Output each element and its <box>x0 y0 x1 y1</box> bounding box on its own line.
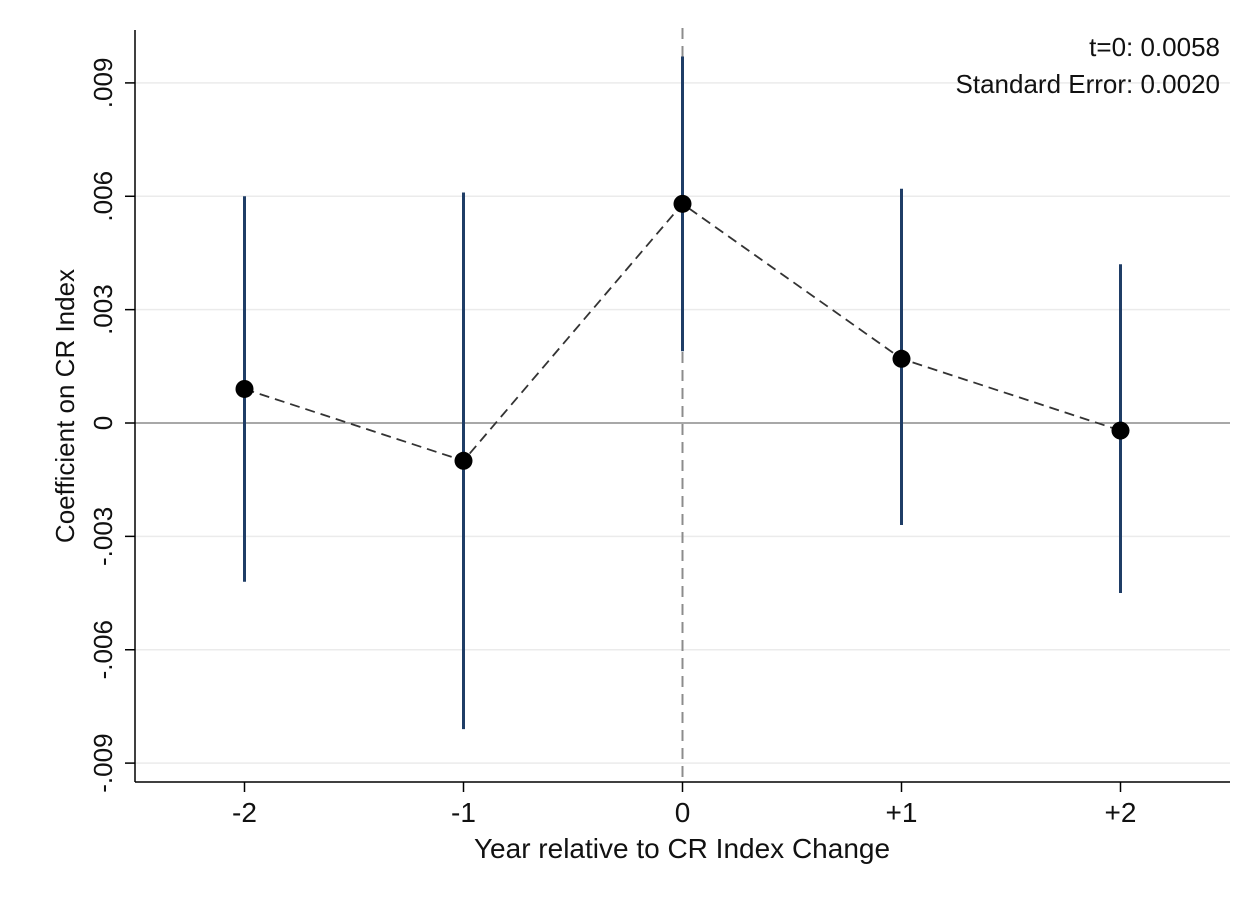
annotation-standard-error: Standard Error: 0.0020 <box>956 69 1221 99</box>
y-axis-label: Coefficient on CR Index <box>50 269 80 543</box>
y-tick-label: -.009 <box>88 733 118 792</box>
coefficient-point <box>454 451 473 470</box>
reference-lines <box>135 28 1230 782</box>
y-tick-label: 0 <box>88 416 118 430</box>
x-tick-label: +1 <box>886 797 918 828</box>
x-tick-label: -2 <box>232 797 257 828</box>
y-tick-label: .006 <box>88 171 118 222</box>
y-tick-label: -.006 <box>88 620 118 679</box>
coefficient-points <box>235 194 1130 470</box>
coefficient-point <box>235 379 254 398</box>
x-tick-label: +2 <box>1105 797 1137 828</box>
y-tick-label: .009 <box>88 58 118 109</box>
y-ticks: -.009 -.006 -.003 0 .003 .006 .009 <box>88 58 135 793</box>
x-tick-label: -1 <box>451 797 476 828</box>
annotation-coefficient: t=0: 0.0058 <box>1089 32 1220 62</box>
coefficient-point <box>1111 421 1130 440</box>
x-axis-label: Year relative to CR Index Change <box>474 833 890 864</box>
coefficient-point <box>673 194 692 213</box>
coefficient-point <box>892 349 911 368</box>
x-tick-label: 0 <box>675 797 691 828</box>
x-ticks: -2 -1 0 +1 +2 <box>232 782 1136 828</box>
y-tick-label: .003 <box>88 284 118 335</box>
y-tick-label: -.003 <box>88 507 118 566</box>
